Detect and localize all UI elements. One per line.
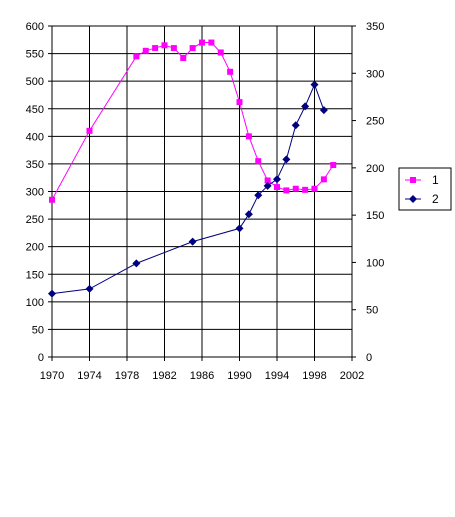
series-1-point (330, 162, 337, 169)
right-y-axis-ticks: 0 50 100 150 200 250 300 350 (352, 21, 384, 364)
series-1-point (161, 42, 168, 49)
series-1-point (311, 185, 318, 192)
series-1-point (208, 39, 215, 46)
legend-swatch-marker (409, 195, 417, 203)
x-tick-label: 1982 (152, 370, 176, 382)
x-tick-label: 1986 (190, 370, 214, 382)
right-y-tick-label: 350 (366, 21, 384, 33)
left-y-tick-label: 200 (26, 242, 44, 254)
left-y-tick-label: 350 (26, 159, 44, 171)
series-1-point (142, 47, 149, 54)
series-1-point (283, 187, 290, 194)
legend-box (398, 167, 452, 211)
series-2-point (244, 210, 253, 219)
series-2-point (273, 175, 281, 184)
left-y-tick-label: 450 (26, 104, 44, 116)
series-2-point (301, 102, 310, 111)
series-1-point (86, 127, 93, 134)
left-y-tick-label: 100 (26, 297, 44, 309)
left-y-axis-ticks: 0 50 100 150 200 250 300 350 400 450 500 550 600 (26, 21, 52, 364)
series-1-point (255, 158, 262, 165)
right-y-tick-label: 250 (366, 116, 384, 128)
series-1-point (264, 177, 271, 184)
series-2-point (291, 121, 300, 130)
x-tick-label: 1974 (77, 370, 101, 382)
legend-label: 1 (432, 173, 439, 187)
series-1-point (227, 68, 234, 75)
left-y-tick-label: 50 (32, 324, 44, 336)
left-y-tick-label: 500 (26, 76, 44, 88)
right-y-tick-label: 50 (366, 305, 378, 317)
left-y-tick-label: 400 (26, 131, 44, 143)
left-y-tick-label: 250 (26, 214, 44, 226)
left-y-tick-label: 150 (26, 269, 44, 281)
left-y-tick-label: 600 (26, 21, 44, 33)
right-y-tick-label: 100 (366, 257, 384, 269)
grid-lines (52, 25, 353, 357)
series-1-point (217, 49, 224, 56)
series-1-point (245, 133, 252, 140)
series-2 (48, 80, 328, 298)
x-axis-ticks: 1970 1974 1978 1982 1986 1990 1994 1998 2002 (40, 357, 364, 382)
series-1-point (133, 53, 140, 60)
x-tick-label: 1998 (302, 370, 326, 382)
series-1-point (199, 39, 205, 46)
legend-label: 2 (432, 192, 439, 206)
x-tick-label: 1978 (115, 370, 139, 382)
left-y-tick-label: 550 (26, 49, 44, 61)
series-2-point (235, 224, 244, 233)
series-2-line (51, 83, 325, 295)
x-tick-label: 1994 (265, 370, 289, 382)
series-2-point (85, 284, 94, 293)
series-1-point (320, 176, 327, 183)
x-tick-label: 1990 (227, 370, 251, 382)
series-2-point (282, 155, 291, 164)
series-layer (48, 39, 337, 298)
right-y-tick-label: 200 (366, 163, 384, 175)
series-2-point (132, 259, 141, 268)
series-2-point (188, 237, 197, 246)
series-1-point (236, 99, 243, 106)
series-1-point (152, 45, 159, 52)
right-y-tick-label: 150 (366, 210, 384, 222)
legend: 12 (398, 167, 452, 211)
legend-swatch-marker (410, 177, 416, 183)
series-2-point (263, 181, 272, 190)
series-2-point (254, 191, 263, 200)
x-tick-label: 1970 (40, 370, 64, 382)
right-y-tick-label: 0 (366, 352, 372, 364)
x-tick-label: 2002 (340, 370, 364, 382)
left-y-tick-label: 0 (38, 352, 44, 364)
series-1-point (49, 196, 55, 203)
right-y-tick-label: 300 (366, 68, 384, 80)
series-1-point (292, 185, 299, 192)
left-y-tick-label: 300 (26, 187, 44, 199)
series-1-point (274, 184, 280, 191)
series-1-point (302, 186, 309, 193)
series-1-point (170, 45, 177, 52)
series-2-point (319, 106, 328, 115)
series-1 (49, 39, 337, 203)
series-2-point (310, 80, 319, 89)
series-1-point (180, 54, 187, 61)
series-2-point (48, 289, 56, 298)
series-1-point (189, 45, 196, 52)
